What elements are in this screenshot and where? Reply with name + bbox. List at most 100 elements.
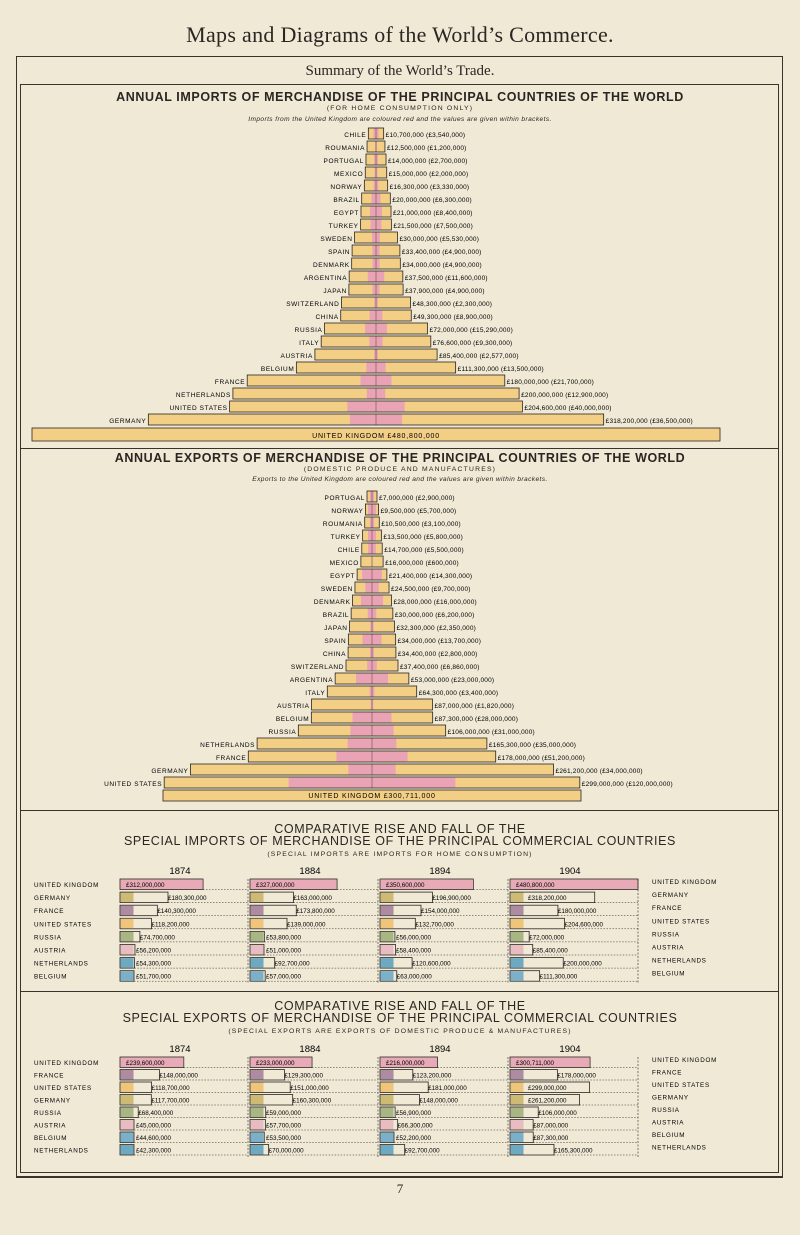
value-label-1904-belgium: £87,300,000 <box>533 1135 569 1142</box>
row-label-right-russia: RUSSIA <box>652 1107 680 1114</box>
value-label-sweden: £30,000,000 (£5,530,000) <box>399 236 479 243</box>
bar-1894-germany <box>379 891 433 903</box>
bar-1894-austria <box>379 1119 399 1131</box>
bar-1904-netherlands <box>509 1144 555 1156</box>
value-label-brazil: £20,000,000 (£6,300,000) <box>392 197 472 204</box>
value-label-mexico: £16,000,000 (£600,000) <box>385 560 459 567</box>
row-label-left-france: FRANCE <box>34 908 64 915</box>
value-label-1874-united-states: £118,200,000 <box>151 921 190 928</box>
bar-1904-united-states <box>509 1081 591 1093</box>
bar-fill-1884-france <box>250 905 264 916</box>
special-exports-title-2: SPECIAL EXPORTS OF MERCHANDISE OF THE PR… <box>122 1011 678 1025</box>
row-label-left-belgium: BELGIUM <box>34 974 67 981</box>
value-label-1904-netherlands: £200,000,000 <box>563 961 602 968</box>
country-label-roumania: ROUMANIA <box>325 145 365 152</box>
country-label-belgium: BELGIUM <box>261 366 294 373</box>
bar-1874-belgium <box>119 1131 135 1143</box>
bar-1884-france <box>249 1069 285 1081</box>
bar-1894-united-kingdom <box>379 878 474 890</box>
value-label-1884-united-kingdom: £233,000,000 <box>256 1060 295 1067</box>
value-label-1874-netherlands: £54,300,000 <box>136 961 172 968</box>
country-label-mexico: MEXICO <box>330 560 359 567</box>
bar-fill-1874-france <box>120 905 134 916</box>
row-label-right-belgium: BELGIUM <box>652 971 685 978</box>
value-label-argentina: £37,500,000 (£11,600,000) <box>405 275 488 282</box>
value-label-denmark: £28,000,000 (£16,000,000) <box>393 599 476 606</box>
country-label-france: FRANCE <box>216 755 246 762</box>
bar-1894-france <box>379 1069 414 1081</box>
value-label-1894-france: £123,200,000 <box>413 1073 452 1080</box>
bar-fill-1904-united-states <box>510 918 524 929</box>
bar-fill-1884-austria <box>250 1120 264 1130</box>
value-label-roumania: £12,500,000 (£1,200,000) <box>387 145 467 152</box>
value-label-1894-russia: £56,900,000 <box>396 1110 432 1117</box>
bar-fill-1884-germany <box>250 892 264 903</box>
value-label-chile: £10,700,000 (£3,540,000) <box>386 132 466 139</box>
bar-1894-netherlands <box>379 1144 406 1156</box>
country-label-brazil: BRAZIL <box>333 197 359 204</box>
value-label-1894-germany: £196,900,000 <box>432 895 471 902</box>
row-label-right-germany: GERMANY <box>652 892 689 899</box>
row-label-left-austria: AUSTRIA <box>34 1123 66 1130</box>
bar-fill-1884-france <box>250 1070 264 1080</box>
bar-fill-1904-austria <box>510 1120 524 1130</box>
bar-1904-russia <box>509 931 530 943</box>
page-subtitle: Summary of the World’s Trade. <box>305 63 495 79</box>
exports-pyramid-chart: PORTUGAL £7,000,000 (£2,900,000) NORWAY £9,… <box>104 490 673 802</box>
value-label-1884-germany: £163,000,000 <box>293 895 332 902</box>
bar-fill-1904-belgium <box>510 971 524 981</box>
bar-1894-united-states <box>379 1081 429 1093</box>
country-label-china: CHINA <box>323 651 346 658</box>
value-label-1904-netherlands: £165,300,000 <box>554 1148 593 1155</box>
country-label-egypt: EGYPT <box>334 210 359 217</box>
divider-3 <box>20 991 779 992</box>
bar-1894-austria <box>379 944 396 956</box>
value-label-1874-austria: £45,000,000 <box>136 1123 172 1130</box>
row-label-left-germany: GERMANY <box>34 1098 71 1105</box>
country-label-switzerland: SWITZERLAND <box>291 664 344 671</box>
special-imports-title-2: SPECIAL IMPORTS OF MERCHANDISE OF THE PR… <box>124 834 676 848</box>
value-label-spain: £33,400,000 (£4,900,000) <box>402 249 482 256</box>
bar-1874-united-kingdom <box>119 878 204 890</box>
country-label-mexico: MEXICO <box>334 171 363 178</box>
row-label-right-belgium: BELGIUM <box>652 1132 685 1139</box>
special-imports-subtitle: (SPECIAL IMPORTS ARE IMPORTS FOR HOME CO… <box>267 851 533 858</box>
bar-1874-germany <box>119 1094 152 1106</box>
bar-label-united-kingdom: UNITED KINGDOM £480,800,000 <box>312 433 440 440</box>
value-label-1884-netherlands: £92,700,000 <box>275 961 311 968</box>
value-label-norway: £9,500,000 (£5,700,000) <box>381 508 457 515</box>
country-label-netherlands: NETHERLANDS <box>200 742 255 749</box>
bar-1884-united-states <box>249 917 288 930</box>
row-label-left-netherlands: NETHERLANDS <box>34 961 89 968</box>
special-exports-subtitle: (SPECIAL EXPORTS ARE EXPORTS OF DOMESTIC… <box>228 1028 572 1035</box>
row-label-right-united-kingdom: UNITED KINGDOM <box>652 879 717 886</box>
value-label-1874-netherlands: £42,300,000 <box>136 1148 172 1155</box>
country-label-argentina: ARGENTINA <box>304 275 347 282</box>
bar-1874-united-states <box>119 917 152 930</box>
value-label-switzerland: £37,400,000 (£6,860,000) <box>400 664 480 671</box>
country-label-brazil: BRAZIL <box>323 612 349 619</box>
exports-title: ANNUAL EXPORTS OF MERCHANDISE OF THE PRI… <box>114 451 686 465</box>
value-label-1904-germany: £261,200,000 <box>528 1098 567 1105</box>
bar-fill-1904-austria <box>510 945 524 955</box>
year-label-1874: 1874 <box>169 866 190 877</box>
bar-fill-1884-united-kingdom <box>250 879 337 889</box>
country-label-japan: JAPAN <box>324 625 347 632</box>
bar-fill-1874-austria <box>120 945 134 955</box>
bar-1904-germany <box>509 891 596 903</box>
exports-subtitle: (DOMESTIC PRODUCE AND MANUFACTURES) <box>303 466 497 473</box>
value-label-portugal: £7,000,000 (£2,900,000) <box>379 495 455 502</box>
value-label-1894-belgium: £63,000,000 <box>397 974 433 981</box>
value-label-denmark: £34,000,000 (£4,900,000) <box>402 262 482 269</box>
bar-fill-1874-russia <box>120 931 134 942</box>
special-exports-title-1: COMPARATIVE RISE AND FALL OF THE <box>274 999 526 1013</box>
bar-1894-united-kingdom <box>379 1056 438 1068</box>
value-label-egypt: £21,400,000 (£14,300,000) <box>389 573 472 580</box>
bar-fill-1884-united-states <box>250 1082 264 1092</box>
bar-1904-germany <box>509 1094 580 1106</box>
value-label-brazil: £30,000,000 (£6,200,000) <box>395 612 475 619</box>
bar-1894-united-states <box>379 917 416 930</box>
row-label-left-netherlands: NETHERLANDS <box>34 1148 89 1155</box>
value-label-russia: £72,000,000 (£15,290,000) <box>430 327 513 334</box>
value-label-russia: £106,000,000 (£31,000,000) <box>448 729 535 736</box>
